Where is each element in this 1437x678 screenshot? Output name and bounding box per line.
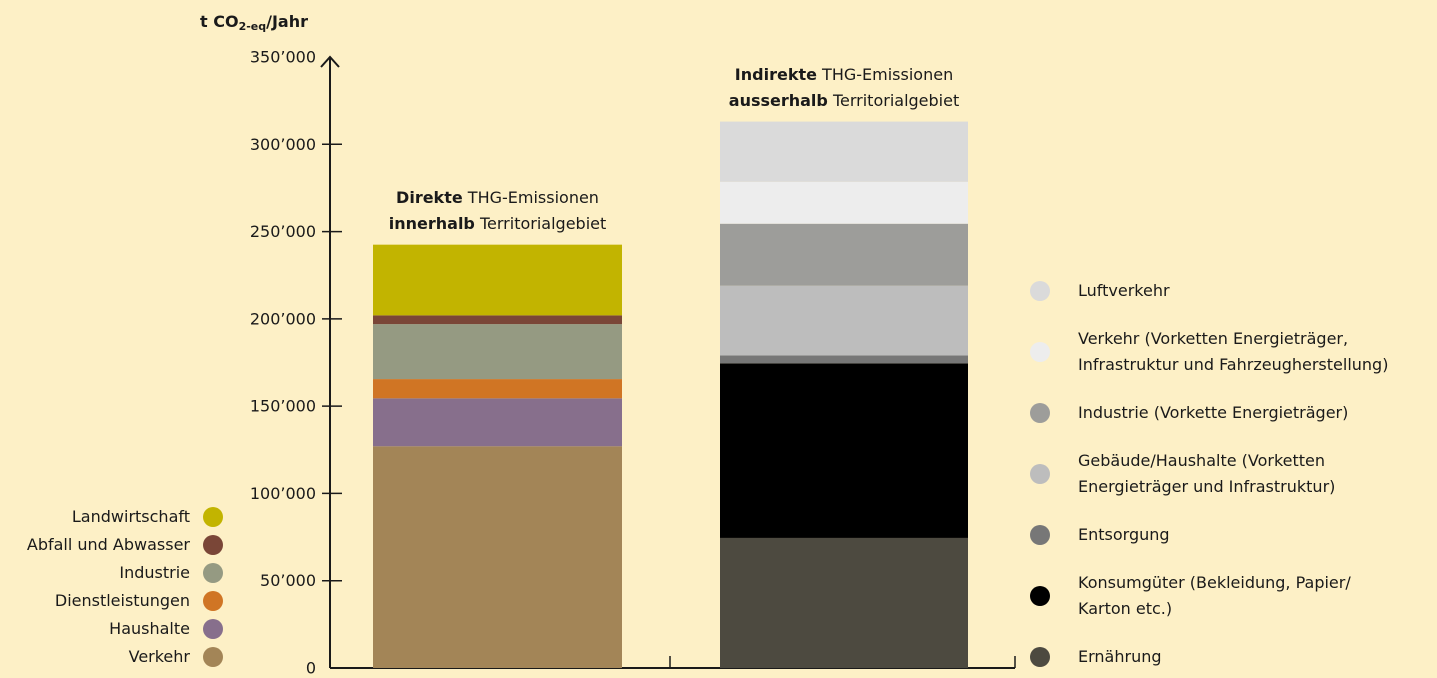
bar-title-line: ausserhalb Territorialgebiet — [694, 88, 994, 114]
legend-swatch — [203, 563, 223, 583]
y-axis-label: t CO2-eq/Jahr — [200, 12, 308, 34]
bar-title-bold: ausserhalb — [728, 90, 828, 110]
bar-title: Indirekte THG-Emissionen ausserhalb Terri… — [694, 62, 994, 114]
y-tick-label: 300’000 — [250, 135, 316, 154]
legend-swatch — [1030, 647, 1050, 667]
legend-label: Konsumgüter (Bekleidung, Papier/ Karton … — [1078, 573, 1351, 618]
y-label-sub: 2-eq — [239, 20, 267, 33]
bar-segment — [373, 398, 622, 447]
legend-swatch — [203, 507, 223, 527]
bar-title-rest: THG-Emissionen — [816, 64, 954, 84]
legend-label: Ernährung — [1078, 647, 1162, 666]
y-tick-label: 200’000 — [250, 309, 316, 328]
y-tick-label: 350’000 — [250, 48, 316, 67]
legend-label: Entsorgung — [1078, 525, 1170, 544]
legend-label: Gebäude/Haushalte (Vorketten Energieträg… — [1078, 451, 1336, 496]
legend-label: Verkehr (Vorketten Energieträger, Infras… — [1078, 329, 1389, 374]
y-axis-arrow — [320, 55, 340, 68]
bar-segment — [720, 181, 968, 224]
y-label-rest: /Jahr — [266, 12, 308, 31]
bar-segment — [720, 537, 968, 668]
y-tick-label: 100’000 — [250, 484, 316, 503]
legend-label: Verkehr — [128, 647, 190, 666]
bar-segment — [373, 324, 622, 380]
legend-label: Haushalte — [109, 619, 190, 638]
bar-title-bold: Indirekte — [734, 64, 817, 84]
bar-title: Direkte THG-Emissionen innerhalb Territor… — [348, 185, 648, 237]
legend-label: Luftverkehr — [1078, 281, 1170, 300]
legend-label: Industrie — [119, 563, 190, 582]
legend-swatch — [1030, 281, 1050, 301]
y-tick-label: 250’000 — [250, 222, 316, 241]
bar-segment — [720, 355, 968, 364]
legend-swatch — [1030, 403, 1050, 423]
legend-label: Industrie (Vorkette Energieträger) — [1078, 403, 1349, 422]
bar-title-rest: THG-Emissionen — [462, 187, 599, 207]
bar-segment — [373, 315, 622, 325]
legend-swatch — [1030, 464, 1050, 484]
legend-swatch — [1030, 342, 1050, 362]
bar-segment — [720, 223, 968, 286]
bar-segment — [720, 285, 968, 356]
bar-segment — [373, 244, 622, 316]
y-label-main: t CO — [200, 12, 239, 31]
bar-title-rest: Territorialgebiet — [827, 90, 960, 110]
bar-title-line: Indirekte THG-Emissionen — [694, 62, 994, 88]
legend-swatch — [203, 535, 223, 555]
legend-swatch — [203, 619, 223, 639]
bar-segment — [373, 446, 622, 668]
bar-title-bold: innerhalb — [388, 213, 475, 233]
bar-title-rest: Territorialgebiet — [474, 213, 607, 233]
legend-swatch — [203, 591, 223, 611]
y-tick-label: 50’000 — [260, 571, 316, 590]
bar-title-bold: Direkte — [396, 187, 463, 207]
legend-swatch — [1030, 586, 1050, 606]
y-tick-label: 0 — [306, 659, 316, 678]
bar-title-line: Direkte THG-Emissionen — [348, 185, 648, 211]
legend-label: Landwirtschaft — [71, 507, 190, 526]
y-tick-label: 150’000 — [250, 397, 316, 416]
legend-label: Dienstleistungen — [54, 591, 190, 610]
legend-label: Abfall und Abwasser — [26, 535, 190, 554]
bar-title-line: innerhalb Territorialgebiet — [348, 211, 648, 237]
bar-segment — [720, 121, 968, 182]
legend-swatch — [1030, 525, 1050, 545]
bar-segment — [720, 363, 968, 538]
bar-segment — [373, 379, 622, 399]
legend-swatch — [203, 647, 223, 667]
